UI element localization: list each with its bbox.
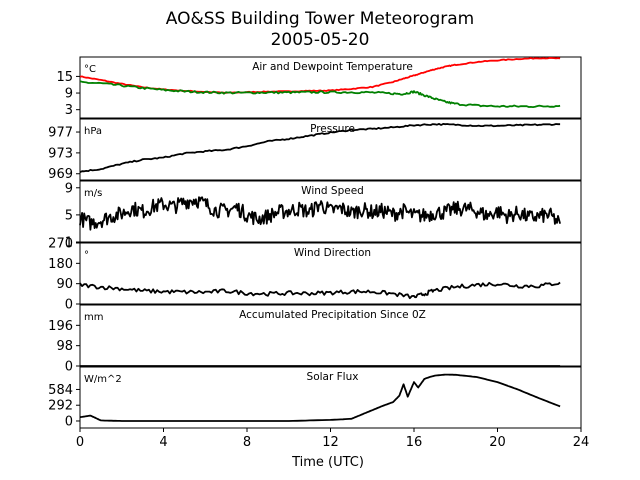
solar-unit-label: W/m^2 xyxy=(84,374,122,385)
x-tick-label: 20 xyxy=(489,435,506,450)
wind_dir-ytick-label: 180 xyxy=(48,257,73,272)
wind_dir-ytick-label: 90 xyxy=(56,277,73,292)
temp-frame xyxy=(79,56,582,119)
panel-pressure: 969 973 977 hPa Pressure xyxy=(48,118,582,182)
wind_dir-ytick-label: 270 xyxy=(48,237,73,252)
figure-title: AO&SS Building Tower Meteorogram xyxy=(166,9,474,29)
x-tick-label: 12 xyxy=(322,435,339,450)
pressure-ytick-label: 969 xyxy=(48,167,73,182)
solar-ytick-label: 292 xyxy=(48,399,73,414)
pressure-series-line xyxy=(79,123,561,174)
panel-wind_speed: 1 5 9 m/s Wind Speed xyxy=(65,180,582,251)
wind_dir-ytick-label: 0 xyxy=(65,298,73,313)
temp-unit-label: °C xyxy=(84,64,96,75)
pressure-frame xyxy=(79,118,582,181)
temp-panel-title: Air and Dewpoint Temperature xyxy=(252,61,413,73)
pressure-ytick-label: 973 xyxy=(48,146,73,161)
panel-precip: 0 98 196 mm Accumulated Precipitation Since … xyxy=(48,304,582,375)
wind_speed-unit-label: m/s xyxy=(84,188,102,199)
temp-ytick-label: 3 xyxy=(65,103,73,118)
pressure-panel-title: Pressure xyxy=(310,123,355,135)
figure-subtitle: 2005-05-20 xyxy=(271,30,370,50)
precip-unit-label: mm xyxy=(84,312,103,323)
pressure-ytick-label: 977 xyxy=(48,126,73,141)
precip-ytick-label: 0 xyxy=(65,360,73,375)
x-tick-label: 16 xyxy=(406,435,423,450)
temp-series-line xyxy=(79,80,561,108)
precip-ytick-label: 196 xyxy=(48,319,73,334)
wind_speed-ytick-label: 1 xyxy=(65,236,73,251)
x-tick-label: 4 xyxy=(159,435,167,450)
solar-ytick-label: 0 xyxy=(65,414,73,429)
temp-ytick-label: 15 xyxy=(56,70,73,85)
wind_speed-series-line xyxy=(79,196,561,231)
x-axis-label: Time (UTC) xyxy=(291,455,364,470)
wind_dir-panel-title: Wind Direction xyxy=(294,247,371,259)
wind_speed-ytick-label: 5 xyxy=(65,208,73,223)
x-tick-label: 8 xyxy=(243,435,251,450)
temp-ytick-label: 9 xyxy=(65,87,73,102)
wind_speed-ytick-label: 9 xyxy=(65,181,73,196)
wind_dir-series-line xyxy=(79,281,561,300)
solar-ytick-label: 584 xyxy=(48,383,73,398)
precip-ytick-label: 98 xyxy=(56,339,73,354)
precip-panel-title: Accumulated Precipitation Since 0Z xyxy=(239,309,426,321)
x-tick-label: 0 xyxy=(76,435,84,450)
x-tick-label: 24 xyxy=(573,435,590,450)
pressure-unit-label: hPa xyxy=(84,126,102,137)
wind_dir-frame xyxy=(79,242,582,305)
wind_speed-frame xyxy=(79,180,582,243)
panel-temp: 39 15 °C Air and Dewpoint Temperature xyxy=(56,56,582,119)
solar-panel-title: Solar Flux xyxy=(307,371,359,383)
panel-wind_dir: 0 90 180 270 ° Wind Direction xyxy=(48,237,582,313)
wind_speed-panel-title: Wind Speed xyxy=(301,185,364,197)
solar-series-line xyxy=(79,373,561,422)
wind_dir-unit-label: ° xyxy=(84,250,89,261)
